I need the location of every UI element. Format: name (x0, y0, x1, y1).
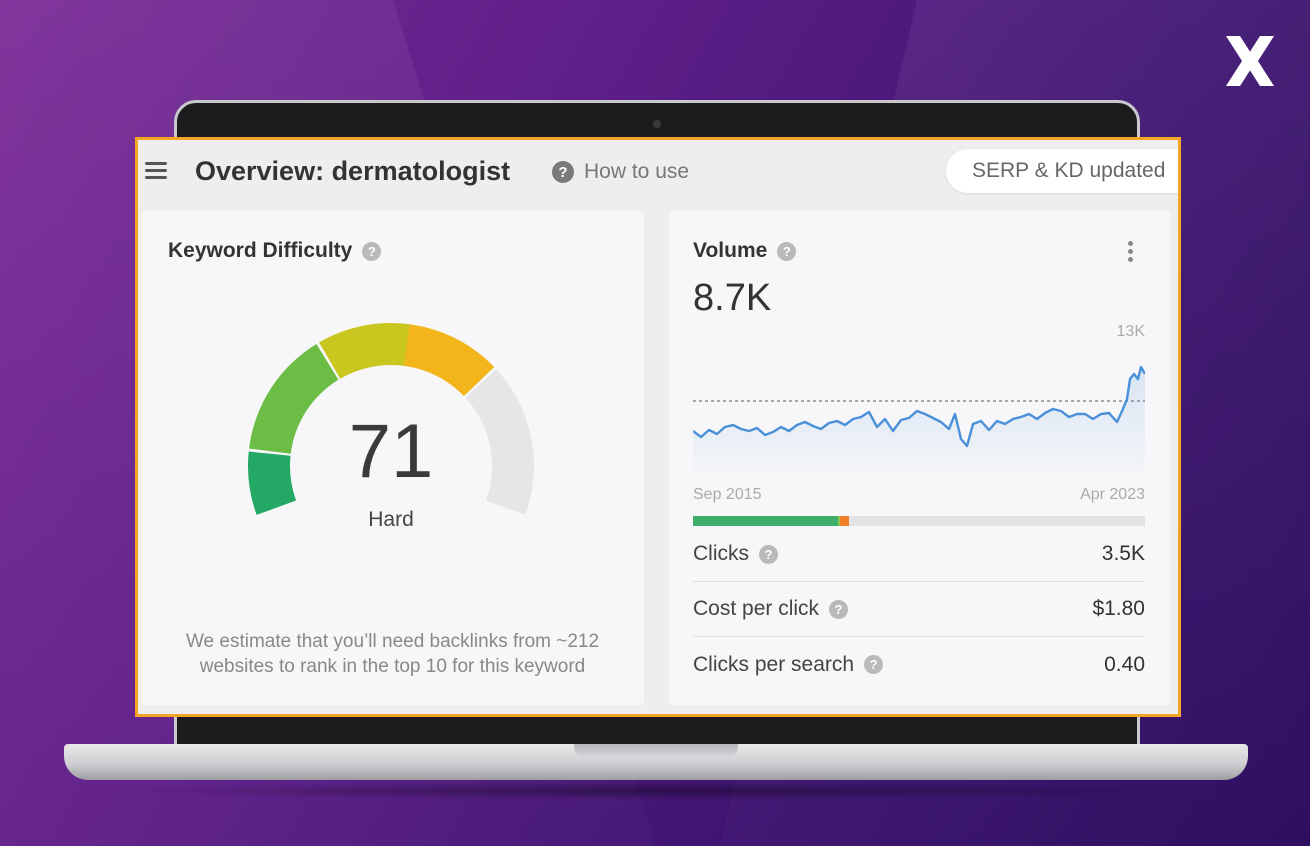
laptop-shadow (100, 782, 1210, 800)
chart-max-label: 13K (1116, 323, 1145, 340)
backlinks-estimate: We estimate that you’ll need backlinks f… (161, 629, 624, 679)
laptop-camera (653, 120, 661, 128)
keyword-difficulty-title: Keyword Difficulty ? (168, 239, 382, 263)
question-mark-icon[interactable]: ? (362, 241, 382, 261)
question-mark-icon[interactable]: ? (759, 544, 778, 564)
hamburger-menu-icon[interactable] (145, 162, 167, 180)
question-mark-icon[interactable]: ? (829, 599, 849, 619)
intent-bar-segment (693, 516, 838, 526)
clicks-label: Clicks (693, 542, 749, 565)
overview-header: Overview: dermatologist ? How to use SER… (138, 140, 1178, 204)
metric-row-cost-per-click: Cost per click ? $1.80 (693, 582, 1145, 637)
ahrefs-overview-screen: Overview: dermatologist ? How to use SER… (135, 137, 1181, 717)
metric-row-clicks-per-search: Clicks per search ? 0.40 (693, 637, 1145, 692)
chart-date-end: Apr 2023 (1080, 486, 1145, 503)
question-mark-icon[interactable]: ? (777, 241, 797, 261)
difficulty-level: Hard (368, 508, 414, 531)
gauge-segment-yellow-green (319, 323, 411, 379)
volume-trend-chart (693, 365, 1145, 473)
clicks-distribution-bar (693, 516, 1145, 526)
cost-per-click-label: Cost per click (693, 597, 820, 620)
volume-label: Volume (693, 239, 768, 262)
intent-bar-segment (837, 516, 841, 526)
laptop-notch (574, 744, 738, 758)
vertical-dots-icon[interactable] (1126, 241, 1134, 265)
clicks-per-search-label: Clicks per search (693, 652, 855, 676)
backlinks-estimate-line-2: websites to rank in the top 10 for this … (199, 656, 586, 677)
volume-title: Volume ? (693, 239, 797, 263)
volume-card: Volume ? 8.7K 13K Sep 2015 Apr 2023 Clic… (669, 211, 1170, 705)
difficulty-score: 71 (348, 409, 434, 494)
how-to-use-label: How to use (584, 160, 690, 183)
keyword-difficulty-card: Keyword Difficulty ? 71 Hard We estimate… (141, 211, 644, 705)
volume-value: 8.7K (693, 277, 772, 319)
question-mark-icon: ? (552, 161, 574, 183)
chart-date-start: Sep 2015 (693, 486, 762, 503)
cost-per-click-value: $1.80 (1092, 597, 1145, 620)
clicks-per-search-value: 0.40 (1104, 652, 1145, 676)
metric-label: Clicks ? (693, 542, 778, 566)
metric-label: Cost per click ? (693, 597, 849, 621)
gauge-segment-orange (404, 324, 495, 397)
volume-trend-area (693, 367, 1145, 473)
metric-row-clicks: Clicks ? 3.5K (693, 527, 1145, 582)
metric-label: Clicks per search ? (693, 652, 884, 677)
intent-bar-segment (840, 516, 850, 526)
gauge-segment-dark-green (248, 451, 297, 515)
volume-trend-line (693, 365, 1145, 448)
difficulty-gauge (248, 323, 534, 515)
gauge-segment-empty (465, 369, 534, 515)
how-to-use-link[interactable]: ? How to use (552, 158, 689, 186)
x-logo-icon (1226, 36, 1274, 86)
clicks-value: 3.5K (1101, 542, 1145, 565)
backlinks-estimate-line-1: We estimate that you’ll need backlinks f… (185, 631, 600, 652)
page-title: Overview: dermatologist (195, 156, 511, 186)
serp-kd-updated-badge[interactable]: SERP & KD updated (946, 149, 1178, 193)
gauge-segment-green (249, 343, 339, 454)
question-mark-icon[interactable]: ? (864, 655, 884, 674)
keyword-difficulty-label: Keyword Difficulty (168, 239, 353, 262)
